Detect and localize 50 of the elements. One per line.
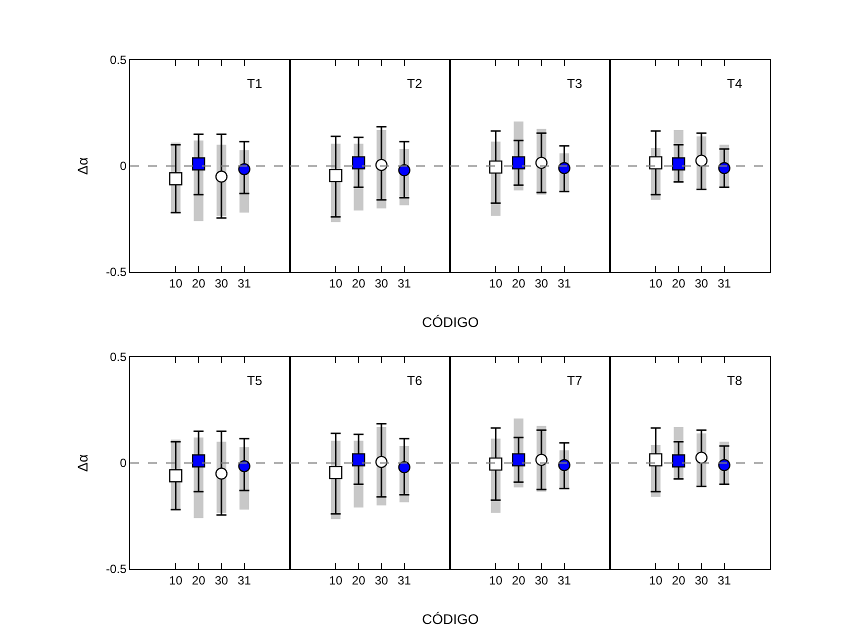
x-tick-label: 31 [238, 276, 252, 290]
y-tick-label: 0 [120, 456, 127, 470]
x-tick-label: 20 [352, 573, 366, 588]
annotation: T3 [567, 76, 582, 91]
x-tick-label: 31 [718, 573, 732, 588]
x-tick-label: 31 [558, 276, 572, 290]
y-tick-label: -0.5 [106, 265, 127, 280]
annotation: T4 [727, 76, 742, 91]
x-tick-label: 20 [672, 573, 686, 588]
y-axis-title: Δα [74, 454, 91, 472]
y-tick-label: 0.5 [110, 350, 127, 364]
x-tick-label: 30 [214, 276, 228, 290]
x-tick-label: 31 [718, 276, 732, 290]
x-tick-label: 31 [238, 573, 252, 588]
x-tick-label: 20 [192, 573, 206, 588]
x-tick-label: 30 [534, 573, 548, 588]
x-tick-label: 20 [512, 276, 526, 290]
x-tick-label: 20 [192, 276, 206, 290]
x-tick-label: 30 [214, 573, 228, 588]
x-tick-label: 30 [694, 573, 708, 588]
x-tick-label: 30 [694, 276, 708, 290]
x-tick-label: 10 [489, 573, 503, 588]
x-tick-label: 30 [534, 276, 548, 290]
x-tick-label: 10 [489, 276, 503, 290]
y-tick-label: 0 [120, 159, 127, 174]
annotation: T7 [567, 373, 582, 388]
x-tick-label: 20 [512, 573, 526, 588]
y-tick-label: 0.5 [110, 53, 127, 68]
annotation: T8 [727, 373, 742, 388]
x-tick-label: 10 [649, 276, 663, 290]
y-tick-label: -0.5 [106, 562, 127, 576]
annotation: T1 [247, 76, 262, 91]
annotation: T2 [407, 76, 422, 91]
x-tick-label: 20 [672, 276, 686, 290]
y-axis-title: Δα [74, 157, 91, 175]
annotation: T5 [247, 373, 262, 388]
x-tick-label: 31 [558, 573, 572, 588]
annotation: T6 [407, 373, 422, 388]
x-tick-label: 10 [329, 573, 343, 588]
x-tick-label: 10 [649, 573, 663, 588]
x-tick-label: 30 [374, 573, 388, 588]
x-tick-label: 31 [398, 573, 412, 588]
x-tick-label: 31 [398, 276, 412, 290]
x-axis-title: CÓDIGO [422, 314, 479, 330]
x-axis-title: CÓDIGO [422, 611, 479, 627]
x-tick-label: 10 [329, 276, 343, 290]
x-tick-label: 30 [374, 276, 388, 290]
x-tick-label: 10 [169, 276, 183, 290]
x-tick-label: 10 [169, 573, 183, 588]
x-tick-label: 20 [352, 276, 366, 290]
